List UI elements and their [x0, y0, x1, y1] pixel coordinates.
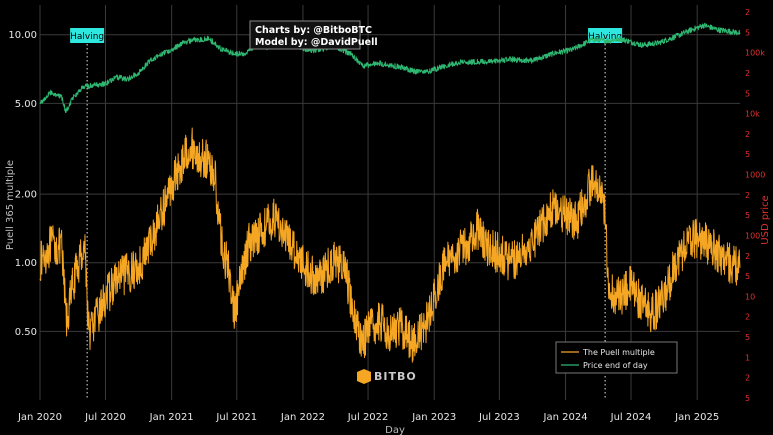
right-tick-label: 5 — [745, 89, 750, 98]
halving-label: Halving — [588, 32, 622, 42]
x-tick-label: Jan 2020 — [17, 412, 62, 423]
right-tick-label: 2 — [745, 252, 750, 261]
right-tick-label: 5 — [745, 394, 750, 403]
credit-box: Charts by: @BitboBTC Model by: @DavidPue… — [249, 20, 378, 50]
legend-label-price[interactable]: Price end of day — [583, 361, 648, 370]
left-tick-label: 10.00 — [8, 30, 37, 41]
right-tick-label: 2 — [745, 8, 750, 17]
left-tick-label: 5.00 — [15, 99, 37, 110]
right-tick-label: 10 — [745, 292, 755, 301]
right-tick-label: 2 — [745, 130, 750, 139]
x-tick-label: Jul 2024 — [610, 412, 652, 423]
right-tick-label: 2 — [745, 69, 750, 78]
x-axis-title: Day — [385, 425, 405, 435]
grid-lines — [39, 5, 740, 400]
credit-charts-by: Charts by: @BitboBTC — [255, 25, 372, 36]
left-axis-ticks: 0.50 1.00 2.00 5.00 10.00 — [8, 30, 37, 338]
left-axis-title: Puell 365 multiple — [5, 160, 16, 250]
right-tick-label: 2 — [745, 374, 750, 383]
x-tick-label: Jan 2024 — [543, 412, 588, 423]
left-tick-label: 1.00 — [15, 258, 37, 269]
x-tick-label: Jul 2023 — [478, 412, 520, 423]
right-tick-label: 5 — [745, 333, 750, 342]
right-tick-label: 5 — [745, 150, 750, 159]
x-tick-label: Jan 2025 — [674, 412, 719, 423]
series-price-line — [39, 22, 741, 114]
credit-model-by: Model by: @DavidPuell — [255, 37, 378, 48]
legend-label-puell[interactable]: The Puell multiple — [582, 348, 655, 357]
bitbo-logo-mark — [357, 369, 371, 384]
right-tick-label: 1 — [745, 353, 750, 362]
bitbo-logo-text: BITBO — [374, 370, 417, 383]
x-tick-label: Jul 2022 — [347, 412, 389, 423]
x-axis-ticks: Jan 2020 Jul 2020 Jan 2021 Jul 2021 Jan 2022… — [17, 412, 719, 423]
x-tick-label: Jul 2020 — [84, 412, 126, 423]
right-tick-label: 100 — [745, 231, 760, 240]
right-tick-label: 1000 — [745, 171, 765, 180]
right-tick-label: 2 — [745, 313, 750, 322]
halving-lines: Halving Halving — [70, 28, 622, 400]
right-tick-label: 5 — [745, 272, 750, 281]
bitbo-logo: BITBO — [357, 369, 417, 384]
x-tick-label: Jan 2023 — [411, 412, 456, 423]
right-tick-label: 100k — [745, 49, 765, 58]
right-tick-label: 5 — [745, 211, 750, 220]
right-axis-title: USD price — [760, 195, 771, 244]
left-tick-label: 0.50 — [15, 327, 37, 338]
x-tick-label: Jan 2021 — [149, 412, 194, 423]
left-tick-label: 2.00 — [15, 190, 37, 201]
legend[interactable]: The Puell multiple Price end of day — [555, 341, 678, 374]
x-tick-label: Jul 2021 — [215, 412, 257, 423]
series-layer — [39, 22, 741, 363]
right-axis-ticks: 2 5 100k 2 5 10k 2 5 1000 2 5 100 2 5 10 2 5 1 2 5 — [745, 8, 765, 403]
halving-label: Halving — [70, 32, 104, 42]
right-tick-label: 2 — [745, 191, 750, 200]
x-tick-label: Jan 2022 — [280, 412, 325, 423]
right-tick-label: 5 — [745, 28, 750, 37]
right-tick-label: 10k — [745, 110, 760, 119]
halving-label-box — [70, 28, 105, 43]
series-puell-multiple-line — [39, 127, 741, 363]
